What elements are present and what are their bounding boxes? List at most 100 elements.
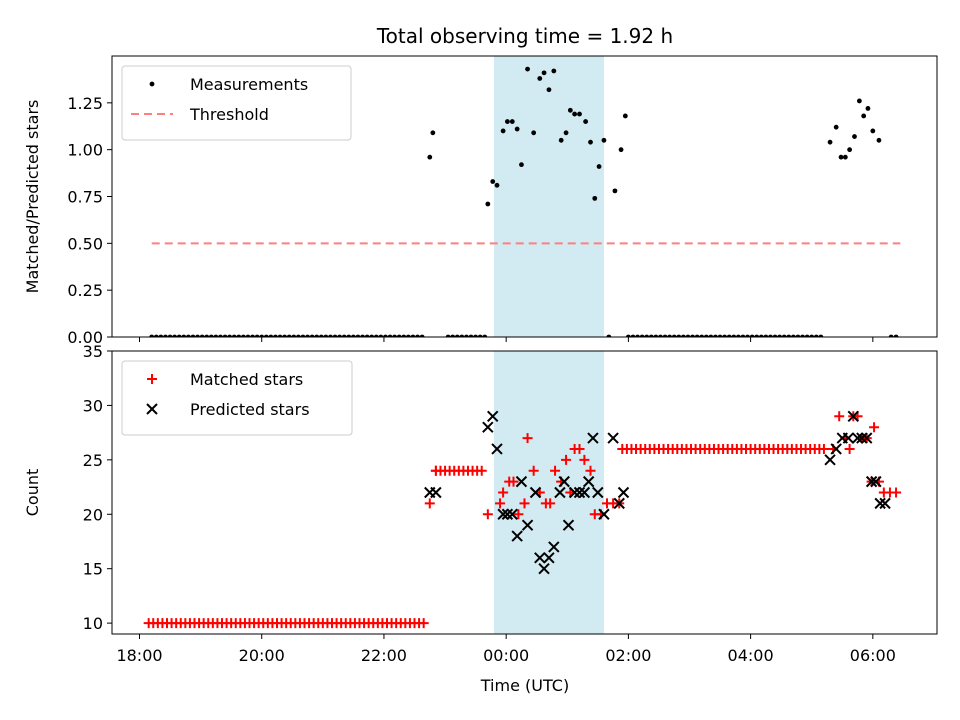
measurement-point [612,188,618,194]
y-tick-label: 0.25 [67,281,103,300]
matched-point [495,498,506,509]
measurement-point [387,334,393,337]
x-tick-label: 20:00 [239,646,285,665]
measurement-point [323,334,329,337]
matched-point [891,487,902,498]
measurement-point [772,334,778,337]
measurement-point [870,128,876,134]
measurement-point [740,334,746,337]
plot-area [143,351,902,634]
measurement-point [273,334,278,337]
measurement-point [625,334,631,337]
measurement-point [680,334,686,337]
matched-point [482,509,493,520]
measurement-point [259,334,265,337]
count-panel: 10 15 20 25 30 35 18:00 20:00 22:00 00:00 02:00 04:… [23,342,938,665]
measurement-point [473,334,479,337]
measurement-point [713,334,718,337]
legend-plus-icon [147,374,157,384]
measurement-point [861,113,867,119]
measurement-point [795,334,801,337]
legend-dot-icon [149,81,155,87]
measurement-point [758,334,764,337]
measurement-point [263,334,269,337]
measurement-point [876,137,882,143]
measurement-point [309,334,315,337]
measurement-point [577,111,582,117]
measurement-point [378,334,384,337]
x-tick-label: 02:00 [605,646,651,665]
predicted-point [554,486,566,499]
y-tick-label: 0.75 [67,188,103,207]
matched-point [585,465,596,476]
predicted-point [543,552,555,564]
measurement-point [199,334,205,337]
measurement-point [149,334,155,337]
predicted-point [430,486,442,499]
y-tick-label: 20 [83,505,103,524]
measurement-point [685,334,691,337]
zero-measurements [625,334,824,337]
measurement-point [464,334,469,337]
measurement-point [592,195,598,201]
matched-point [476,465,487,476]
measurement-point [181,334,187,337]
measurement-point [314,334,320,337]
predicted-point [824,454,836,466]
highlight-span [493,351,604,634]
measurement-point [838,154,844,160]
predicted-point [558,475,570,488]
measurement-point [699,334,705,337]
measurement-point [332,334,338,337]
measurement-point [415,334,420,337]
predicted-point [491,443,503,455]
y-tick-label: 25 [83,451,103,470]
y-tick-label: 30 [83,396,103,415]
predicted-point [548,541,560,553]
measurement-point [635,334,640,337]
measurement-point [300,334,306,337]
matched-point [834,411,845,422]
predicted-point [851,432,864,444]
measurement-point [250,334,255,337]
measurement-point [305,334,310,337]
predicted-point [847,410,859,423]
measurement-point [172,334,178,337]
predicted-point [870,475,882,488]
measurement-point [790,334,796,337]
measurement-point [618,147,624,153]
predicted-point [538,562,550,575]
y-tick-label: 0.50 [67,234,103,253]
measurement-point [236,334,242,337]
measurement-point [622,113,628,119]
predicted-point [521,519,534,531]
measurement-point [662,334,668,337]
measurement-point [731,334,737,337]
measurement-point [383,334,388,337]
matched-point [561,454,572,465]
measurement-point [350,334,356,337]
measurement-point [355,334,361,337]
matched-point [522,433,533,444]
measurement-point [295,334,301,337]
measurement-point [749,334,755,337]
predicted-point [578,486,591,499]
measurement-point [227,334,233,337]
measurement-point [703,334,709,337]
measurement-point [735,334,741,337]
predicted-point [879,497,891,510]
chart-title: Total observing time = 1.92 h [376,24,673,48]
measurement-point [482,334,488,337]
measurements-series [427,66,899,337]
measurement-point [653,334,659,337]
zero-measurements [149,334,425,337]
measurement-point [694,334,700,337]
measurement-point [318,334,324,337]
measurement-point [176,334,182,337]
measurement-point [218,334,223,337]
x-axis-label: Time (UTC) [480,676,569,695]
measurement-point [786,334,792,337]
measurement-point [541,70,547,76]
y-tick-label: 35 [83,342,103,361]
